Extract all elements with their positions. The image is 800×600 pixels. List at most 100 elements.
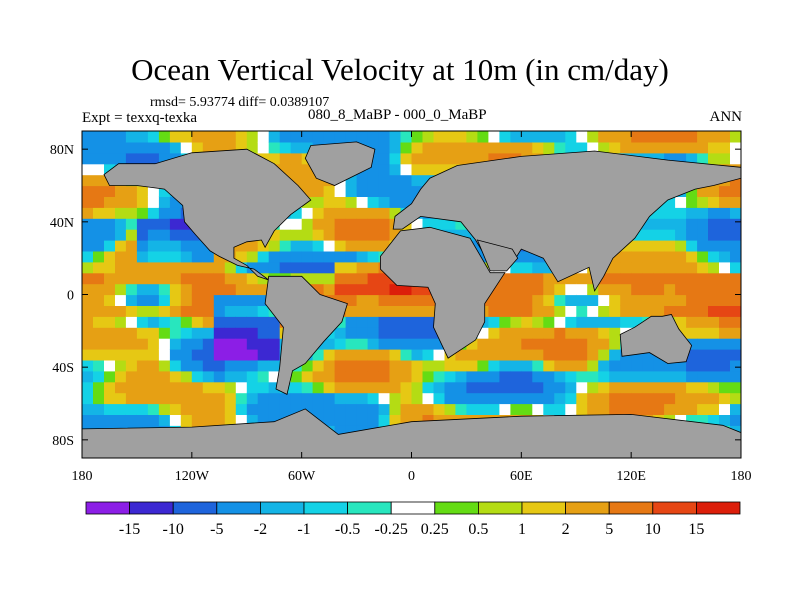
field-cell [510,359,522,372]
field-cell [147,305,160,317]
field-cell [180,141,193,154]
field-cell [587,349,599,361]
field-cell [301,359,314,372]
field-cell [730,174,741,187]
y-tick-label: 80S [52,434,74,449]
field-cell [136,131,149,143]
field-cell [104,152,116,165]
field-cell [631,392,643,405]
field-cell [620,250,632,263]
field-cell [664,218,676,230]
field-cell [323,359,336,372]
field-cell [598,403,610,415]
field-cell [202,349,215,361]
field-cell [224,370,237,383]
field-cell [115,152,127,165]
field-cell [565,327,577,339]
field-cell [136,338,149,350]
field-cell [675,283,687,296]
field-cell [411,152,424,165]
field-cell [147,272,160,285]
field-cell [136,327,149,339]
field-cell [631,359,643,372]
field-cell [279,218,292,230]
field-cell [290,174,303,187]
field-cell [697,272,709,285]
field-cell [543,294,555,306]
field-cell [521,131,533,143]
field-cell [477,250,489,263]
field-cell [664,392,676,405]
field-cell [631,250,643,263]
field-cell [642,381,654,394]
field-cell [125,359,138,372]
field-cell [82,174,94,187]
field-cell [93,414,105,426]
field-cell [411,370,424,383]
field-cell [664,272,676,285]
field-cell [576,316,588,328]
field-cell [565,359,577,372]
field-cell [312,174,325,187]
field-cell [191,327,204,339]
field-cell [290,381,303,394]
field-cell [697,250,709,263]
field-cell [708,131,720,143]
field-cell [125,152,138,165]
field-cell [224,316,237,328]
field-cell [312,349,325,361]
field-cell [576,272,588,285]
field-cell [389,349,402,361]
field-cell [125,261,138,274]
field-cell [598,349,610,361]
field-cell [686,294,698,306]
field-cell [180,359,193,372]
field-cell [719,392,731,405]
field-cell [115,218,127,230]
field-cell [675,316,687,328]
field-cell [609,381,621,394]
field-cell [158,250,171,263]
field-cell [411,392,424,405]
field-cell [642,131,654,143]
x-tick-label: 120W [175,469,210,484]
field-cell [411,174,424,187]
field-cell [93,283,105,296]
field-cell [169,414,182,426]
field-cell [532,338,544,350]
field-cell [82,283,94,296]
field-cell [224,349,237,361]
field-cell [609,141,621,154]
field-cell [224,392,237,405]
field-cell [115,229,127,241]
field-cell [125,327,138,339]
field-cell [312,207,325,219]
field-cell [543,349,555,361]
field-cell [367,196,380,208]
field-cell [499,392,511,405]
field-cell [675,152,687,165]
field-cell [378,370,391,383]
field-cell [213,349,226,361]
field-cell [576,370,588,383]
field-cell [686,316,698,328]
field-cell [367,141,380,154]
field-cell [246,305,259,317]
field-cell [290,131,303,143]
field-cell [224,294,237,306]
field-cell [664,294,676,306]
field-cell [378,174,391,187]
field-cell [356,272,369,285]
field-cell [686,381,698,394]
field-cell [323,207,336,219]
field-cell [136,207,149,219]
field-cell [345,185,358,197]
field-cell [213,327,226,339]
field-cell [708,185,720,197]
field-cell [719,207,731,219]
field-cell [719,403,731,415]
field-cell [235,141,248,154]
field-cell [422,381,435,394]
field-cell [125,392,138,405]
field-cell [312,272,325,285]
